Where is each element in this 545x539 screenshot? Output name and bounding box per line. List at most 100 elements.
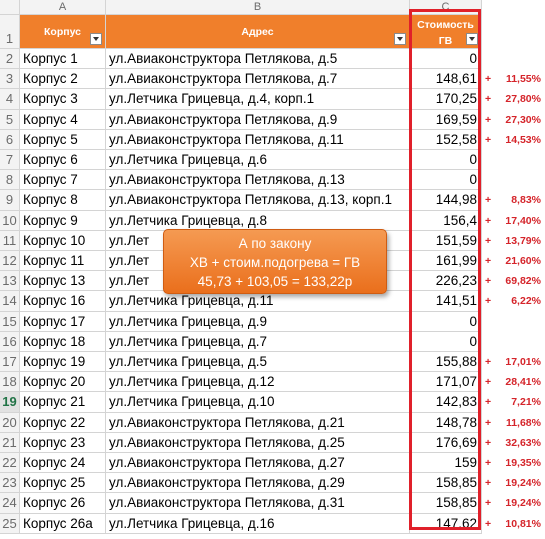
row-header[interactable]: 15 <box>0 311 20 332</box>
row-header[interactable]: 7 <box>0 150 20 171</box>
column-header-c[interactable]: C <box>410 0 482 15</box>
cell-address[interactable]: ул.Летчика Грицевца, д.9 <box>106 311 410 332</box>
cell-cost[interactable]: 169,59 <box>410 109 482 130</box>
row-header[interactable]: 2 <box>0 49 20 70</box>
cell-korpus[interactable]: Корпус 6 <box>20 150 106 171</box>
cell-korpus[interactable]: Корпус 7 <box>20 170 106 191</box>
cell-address[interactable]: ул.Авиаконструктора Петлякова, д.13, кор… <box>106 190 410 211</box>
header-korpus[interactable]: Корпус <box>20 15 106 49</box>
cell-address[interactable]: ул.Авиаконструктора Петлякова, д.21 <box>106 412 410 433</box>
cell-cost[interactable]: 141,51 <box>410 291 482 312</box>
row-header[interactable]: 16 <box>0 331 20 352</box>
row-header[interactable]: 3 <box>0 69 20 90</box>
cell-cost[interactable]: 148,78 <box>410 412 482 433</box>
cell-cost[interactable]: 176,69 <box>410 432 482 453</box>
cell-korpus[interactable]: Корпус 20 <box>20 372 106 393</box>
cell-cost[interactable]: 0 <box>410 311 482 332</box>
cell-address[interactable]: ул.Авиаконструктора Петлякова, д.27 <box>106 453 410 474</box>
filter-dropdown-icon[interactable] <box>394 33 406 45</box>
cell-cost[interactable]: 151,59 <box>410 230 482 251</box>
cell-cost[interactable]: 158,85 <box>410 493 482 514</box>
cell-cost[interactable]: 155,88 <box>410 352 482 373</box>
row-header[interactable]: 13 <box>0 271 20 292</box>
row-header[interactable]: 9 <box>0 190 20 211</box>
cell-address[interactable]: ул.Авиаконструктора Петлякова, д.31 <box>106 493 410 514</box>
cell-cost[interactable]: 171,07 <box>410 372 482 393</box>
cell-korpus[interactable]: Корпус 3 <box>20 89 106 110</box>
cell-korpus[interactable]: Корпус 21 <box>20 392 106 413</box>
row-header[interactable]: 20 <box>0 412 20 433</box>
cell-address[interactable]: ул.Летчика Грицевца, д.12 <box>106 372 410 393</box>
row-header[interactable]: 6 <box>0 129 20 150</box>
row-header[interactable]: 24 <box>0 493 20 514</box>
filter-dropdown-icon[interactable] <box>466 33 478 45</box>
cell-address[interactable]: ул.Летчика Грицевца, д.8 <box>106 210 410 231</box>
cell-korpus[interactable]: Корпус 26 <box>20 493 106 514</box>
cell-address[interactable]: ул.Авиаконструктора Петлякова, д.13 <box>106 170 410 191</box>
cell-address[interactable]: ул.Авиаконструктора Петлякова, д.5 <box>106 49 410 70</box>
column-header-a[interactable]: A <box>20 0 106 15</box>
cell-korpus[interactable]: Корпус 17 <box>20 311 106 332</box>
row-header[interactable]: 14 <box>0 291 20 312</box>
cell-korpus[interactable]: Корпус 8 <box>20 190 106 211</box>
cell-address[interactable]: ул.Авиаконструктора Петлякова, д.25 <box>106 432 410 453</box>
cell-cost[interactable]: 147,62 <box>410 513 482 534</box>
cell-cost[interactable]: 148,61 <box>410 69 482 90</box>
row-header[interactable]: 18 <box>0 372 20 393</box>
cell-korpus[interactable]: Корпус 24 <box>20 453 106 474</box>
row-header[interactable]: 19 <box>0 392 20 413</box>
cell-korpus[interactable]: Корпус 25 <box>20 473 106 494</box>
cell-cost[interactable]: 226,23 <box>410 271 482 292</box>
row-header[interactable]: 11 <box>0 230 20 251</box>
cell-cost[interactable]: 152,58 <box>410 129 482 150</box>
cell-korpus[interactable]: Корпус 5 <box>20 129 106 150</box>
cell-korpus[interactable]: Корпус 9 <box>20 210 106 231</box>
cell-cost[interactable]: 144,98 <box>410 190 482 211</box>
cell-korpus[interactable]: Корпус 2 <box>20 69 106 90</box>
cell-cost[interactable]: 156,4 <box>410 210 482 231</box>
header-cost[interactable]: Стоимость ГВ <box>410 15 482 49</box>
row-header[interactable]: 5 <box>0 109 20 130</box>
select-all-corner[interactable] <box>0 0 20 15</box>
row-header[interactable]: 10 <box>0 210 20 231</box>
cell-address[interactable]: ул.Летчика Грицевца, д.10 <box>106 392 410 413</box>
column-header-b[interactable]: B <box>106 0 410 15</box>
cell-korpus[interactable]: Корпус 23 <box>20 432 106 453</box>
cell-address[interactable]: ул.Летчика Грицевца, д.11 <box>106 291 410 312</box>
cell-cost[interactable]: 0 <box>410 170 482 191</box>
cell-korpus[interactable]: Корпус 16 <box>20 291 106 312</box>
cell-cost[interactable]: 170,25 <box>410 89 482 110</box>
cell-korpus[interactable]: Корпус 13 <box>20 271 106 292</box>
cell-cost[interactable]: 142,83 <box>410 392 482 413</box>
cell-korpus[interactable]: Корпус 1 <box>20 49 106 70</box>
cell-korpus[interactable]: Корпус 26а <box>20 513 106 534</box>
cell-cost[interactable]: 0 <box>410 331 482 352</box>
row-header[interactable]: 8 <box>0 170 20 191</box>
cell-korpus[interactable]: Корпус 19 <box>20 352 106 373</box>
row-header[interactable]: 21 <box>0 432 20 453</box>
cell-address[interactable]: ул.Авиаконструктора Петлякова, д.11 <box>106 129 410 150</box>
filter-dropdown-icon[interactable] <box>90 33 102 45</box>
row-header[interactable]: 23 <box>0 473 20 494</box>
row-header[interactable]: 12 <box>0 251 20 272</box>
cell-address[interactable]: ул.Летчика Грицевца, д.6 <box>106 150 410 171</box>
cell-korpus[interactable]: Корпус 11 <box>20 251 106 272</box>
cell-address[interactable]: ул.Летчика Грицевца, д.16 <box>106 513 410 534</box>
cell-address[interactable]: ул.Авиаконструктора Петлякова, д.7 <box>106 69 410 90</box>
row-header[interactable]: 1 <box>0 15 20 49</box>
cell-address[interactable]: ул.Авиаконструктора Петлякова, д.29 <box>106 473 410 494</box>
cell-address[interactable]: ул.Летчика Грицевца, д.7 <box>106 331 410 352</box>
cell-cost[interactable]: 158,85 <box>410 473 482 494</box>
cell-address[interactable]: ул.Авиаконструктора Петлякова, д.9 <box>106 109 410 130</box>
row-header[interactable]: 17 <box>0 352 20 373</box>
row-header[interactable]: 22 <box>0 453 20 474</box>
cell-korpus[interactable]: Корпус 4 <box>20 109 106 130</box>
cell-cost[interactable]: 159 <box>410 453 482 474</box>
cell-address[interactable]: ул.Летчика Грицевца, д.4, корп.1 <box>106 89 410 110</box>
row-header[interactable]: 25 <box>0 513 20 534</box>
header-address[interactable]: Адрес <box>106 15 410 49</box>
cell-korpus[interactable]: Корпус 22 <box>20 412 106 433</box>
row-header[interactable]: 4 <box>0 89 20 110</box>
cell-address[interactable]: ул.Летчика Грицевца, д.5 <box>106 352 410 373</box>
